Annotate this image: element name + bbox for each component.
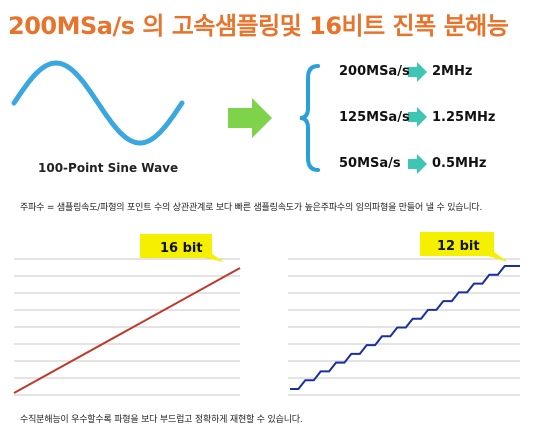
note-top: 주파수 = 샘플링속도/파형의 포인트 수의 상관관계로 보다 빠른 샘플링속도… xyxy=(20,203,483,213)
sine-wave-label: 100-Point Sine Wave xyxy=(38,161,179,175)
big-arrow-icon xyxy=(228,98,272,138)
ramp-line-16bit xyxy=(13,267,241,394)
panel-16bit: 16 bit xyxy=(13,234,241,396)
sine-wave xyxy=(11,60,185,146)
freq-label-3: 0.5MHz xyxy=(432,156,487,171)
panel-12bit: 12 bit xyxy=(288,232,520,396)
rate-arrow-icon-1 xyxy=(408,62,427,82)
grid-lines-16bit xyxy=(14,258,240,396)
badge-16bit-label: 16 bit xyxy=(160,241,203,256)
staircase-line-12bit xyxy=(290,265,520,390)
freq-label-2: 1.25MHz xyxy=(432,110,496,125)
note-bottom: 수직분해능이 우수할수록 파형을 보다 부드럽고 정확하게 재현할 수 있습니다… xyxy=(20,415,303,425)
badge-12bit: 12 bit xyxy=(420,232,508,262)
rate-arrow-icon-3 xyxy=(408,154,427,174)
rate-label-2: 125MSa/s xyxy=(339,110,410,125)
badge-12bit-label: 12 bit xyxy=(437,239,480,254)
grid-lines-12bit xyxy=(288,258,520,396)
rate-label-3: 50MSa/s xyxy=(339,156,401,171)
curly-bracket xyxy=(299,64,320,172)
rate-label-1: 200MSa/s xyxy=(339,64,410,79)
badge-16bit: 16 bit xyxy=(140,234,224,262)
freq-label-1: 2MHz xyxy=(432,64,473,79)
rate-arrow-icon-2 xyxy=(408,107,427,127)
page-title: 200MSa/s 의 고속샘플링및 16비트 진폭 분해능 xyxy=(8,12,509,40)
